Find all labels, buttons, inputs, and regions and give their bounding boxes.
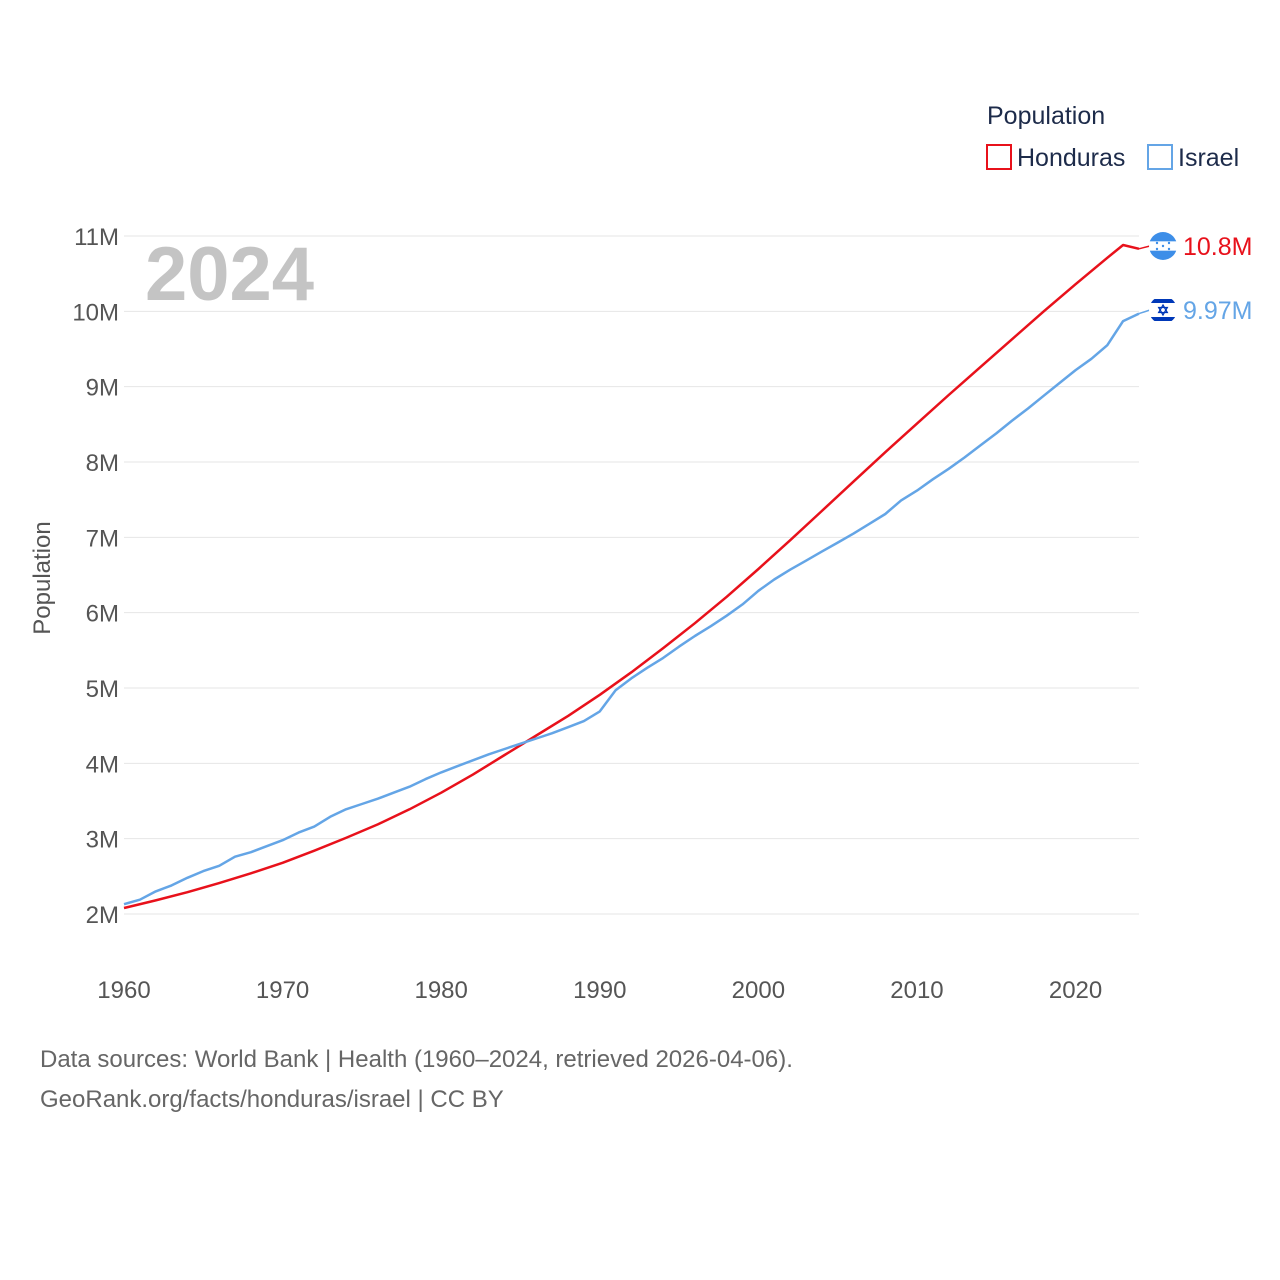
series-end-labels: 10.8M 9.97M xyxy=(1138,232,1252,325)
legend-item-honduras[interactable]: Honduras xyxy=(986,144,1125,172)
year-watermark: 2024 xyxy=(145,232,314,317)
y-axis-ticks: 2M 3M 4M 5M 6M 7M 8M 9M 10M 11M xyxy=(72,224,119,929)
x-tick-label: 1990 xyxy=(573,977,626,1004)
end-label-honduras: 10.8M xyxy=(1183,233,1252,261)
y-tick-label: 3M xyxy=(86,827,119,854)
honduras-flag-icon xyxy=(1149,232,1177,260)
x-tick-label: 2000 xyxy=(732,977,785,1004)
source-url[interactable]: GeoRank.org/facts/honduras/israel | CC B… xyxy=(40,1086,504,1113)
gridlines xyxy=(124,235,1139,915)
y-tick-label: 2M xyxy=(86,902,119,929)
legend-label-israel: Israel xyxy=(1178,144,1239,172)
y-tick-label: 5M xyxy=(86,676,119,703)
x-axis-ticks: 1960 1970 1980 1990 2000 2010 2020 xyxy=(97,977,1102,1004)
y-tick-label: 7M xyxy=(86,525,119,552)
series-lines xyxy=(123,243,1140,910)
y-tick-label: 11M xyxy=(74,224,119,251)
x-tick-label: 1960 xyxy=(97,977,150,1004)
legend-title: Population xyxy=(987,102,1105,130)
legend[interactable]: Population Honduras Israel xyxy=(986,102,1239,172)
legend-swatch-israel xyxy=(1147,144,1173,170)
x-tick-label: 1980 xyxy=(414,977,467,1004)
y-tick-label: 8M xyxy=(86,450,119,477)
y-tick-label: 4M xyxy=(86,751,119,778)
legend-item-israel[interactable]: Israel xyxy=(1147,144,1239,172)
y-tick-label: 6M xyxy=(86,601,119,628)
israel-flag-icon xyxy=(1149,296,1177,324)
x-tick-label: 1970 xyxy=(256,977,309,1004)
series-line-honduras[interactable] xyxy=(123,243,1140,910)
end-label-connector-israel xyxy=(1138,309,1151,315)
legend-swatch-honduras xyxy=(986,144,1012,170)
series-line-israel[interactable] xyxy=(123,312,1140,906)
x-tick-label: 2020 xyxy=(1049,977,1102,1004)
y-tick-label: 10M xyxy=(72,299,119,326)
end-label-israel: 9.97M xyxy=(1183,297,1252,325)
y-axis-title: Population xyxy=(29,521,56,634)
legend-label-honduras: Honduras xyxy=(1017,144,1125,172)
y-tick-label: 9M xyxy=(86,375,119,402)
end-label-connector-honduras xyxy=(1138,245,1151,250)
source-note: Data sources: World Bank | Health (1960–… xyxy=(40,1046,793,1073)
x-tick-label: 2010 xyxy=(890,977,943,1004)
